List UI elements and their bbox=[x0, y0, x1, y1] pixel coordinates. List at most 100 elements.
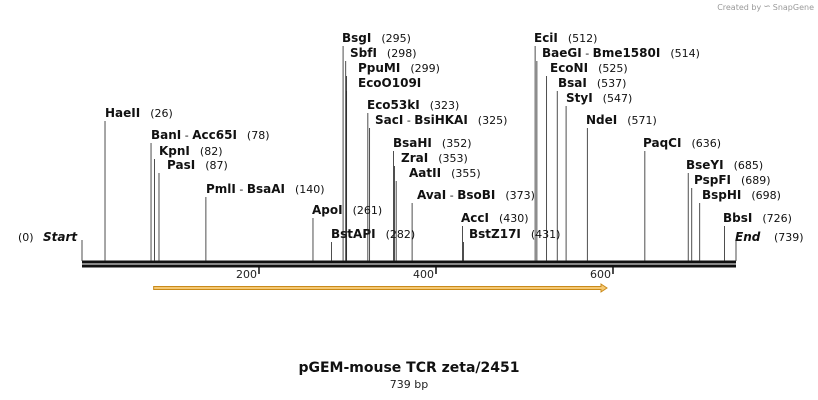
site-label-bsai: BsaI (537) bbox=[558, 76, 626, 90]
site-name: BbsI bbox=[723, 211, 752, 225]
site-alt-name: BsiHKAI bbox=[414, 113, 468, 127]
site-position: (537) bbox=[597, 77, 627, 90]
site-label-haeii: HaeII (26) bbox=[105, 106, 173, 120]
site-name: PmlI bbox=[206, 182, 236, 196]
site-position: (525) bbox=[598, 62, 628, 75]
site-position: (82) bbox=[200, 145, 223, 158]
site-label-bstz17i: BstZ17I (431) bbox=[469, 227, 560, 241]
site-name: BstZ17I bbox=[469, 227, 521, 241]
site-name: EcoNI bbox=[550, 61, 588, 75]
site-position: (698) bbox=[751, 189, 781, 202]
start-position: (0) bbox=[18, 231, 34, 244]
site-position: (685) bbox=[734, 159, 764, 172]
site-alt-name: BsoBI bbox=[457, 188, 495, 202]
site-position: (514) bbox=[670, 47, 700, 60]
site-position: (355) bbox=[451, 167, 481, 180]
created-by-label: Created by bbox=[717, 2, 762, 12]
site-label-paqci: PaqCI (636) bbox=[643, 136, 721, 150]
plasmid-length: 739 bp bbox=[389, 378, 429, 391]
feature-arrow bbox=[153, 283, 608, 293]
site-position: (430) bbox=[499, 212, 529, 225]
site-position: (87) bbox=[205, 159, 228, 172]
site-position: (352) bbox=[442, 137, 472, 150]
site-label-avai: AvaI - BsoBI (373) bbox=[417, 188, 535, 202]
site-label-bsgi: BsgI (295) bbox=[342, 31, 411, 45]
site-label-bstapi: BstAPI (282) bbox=[331, 227, 415, 241]
site-name: EciI bbox=[534, 31, 558, 45]
site-position: (512) bbox=[568, 32, 598, 45]
site-label-pasi: PasI (87) bbox=[167, 158, 228, 172]
site-label-bani: BanI - Acc65I (78) bbox=[151, 128, 270, 142]
site-position: (295) bbox=[381, 32, 411, 45]
site-label-apoi: ApoI (261) bbox=[312, 203, 382, 217]
site-label-bseyi: BseYI (685) bbox=[686, 158, 763, 172]
site-position: (78) bbox=[247, 129, 270, 142]
site-position: (325) bbox=[478, 114, 508, 127]
site-label-acci: AccI (430) bbox=[461, 211, 529, 225]
site-alt-name: BsaAI bbox=[247, 182, 285, 196]
site-separator: - bbox=[181, 129, 192, 142]
ruler-tick-label: 400 bbox=[413, 268, 434, 281]
site-position: (636) bbox=[691, 137, 721, 150]
site-label-saci: SacI - BsiHKAI (325) bbox=[375, 113, 507, 127]
site-name: BseYI bbox=[686, 158, 724, 172]
site-label-kpni: KpnI (82) bbox=[159, 144, 223, 158]
site-label-ndei: NdeI (571) bbox=[586, 113, 657, 127]
site-label-eco53ki: Eco53kI (323) bbox=[367, 98, 459, 112]
site-label-sbfi: SbfI (298) bbox=[350, 46, 417, 60]
site-name: AccI bbox=[461, 211, 489, 225]
site-position: (140) bbox=[295, 183, 325, 196]
site-label-styi: StyI (547) bbox=[566, 91, 632, 105]
site-position: (726) bbox=[762, 212, 792, 225]
site-position: (323) bbox=[430, 99, 460, 112]
site-position: (298) bbox=[387, 47, 417, 60]
site-position: (431) bbox=[531, 228, 561, 241]
ruler-tick-label: 200 bbox=[236, 268, 257, 281]
site-name: SacI bbox=[375, 113, 403, 127]
site-position: (299) bbox=[410, 62, 440, 75]
site-name: AvaI bbox=[417, 188, 446, 202]
site-position: (571) bbox=[627, 114, 657, 127]
site-position: (353) bbox=[438, 152, 468, 165]
site-name: BsaI bbox=[558, 76, 587, 90]
site-label-pmli: PmlI - BsaAI (140) bbox=[206, 182, 325, 196]
snapgene-logo-icon: ∽ bbox=[763, 2, 771, 12]
site-name: BsaHI bbox=[393, 136, 432, 150]
site-alt-name: Bme1580I bbox=[593, 46, 661, 60]
site-label-aatii: AatII (355) bbox=[409, 166, 481, 180]
site-position: (282) bbox=[386, 228, 416, 241]
site-name: BspHI bbox=[702, 188, 741, 202]
plasmid-name: pGEM-mouse TCR zeta/2451 bbox=[298, 360, 520, 376]
site-name: AatII bbox=[409, 166, 441, 180]
end-label: End bbox=[735, 230, 761, 244]
site-name: PaqCI bbox=[643, 136, 681, 150]
site-label-zrai: ZraI (353) bbox=[401, 151, 468, 165]
snapgene-brand: SnapGene bbox=[772, 2, 814, 12]
site-label-bsahi: BsaHI (352) bbox=[393, 136, 472, 150]
site-label-ecii: EciI (512) bbox=[534, 31, 597, 45]
site-position: (261) bbox=[353, 204, 383, 217]
site-label-pspfi: PspFI (689) bbox=[694, 173, 771, 187]
site-label-baegi: BaeGI - Bme1580I (514) bbox=[542, 46, 700, 60]
site-name: KpnI bbox=[159, 144, 190, 158]
site-name: PpuMI bbox=[358, 61, 400, 75]
site-label-bsphi: BspHI (698) bbox=[702, 188, 781, 202]
site-position: (547) bbox=[603, 92, 633, 105]
site-name: SbfI bbox=[350, 46, 377, 60]
ruler-tick-label: 600 bbox=[590, 268, 611, 281]
site-separator: - bbox=[236, 183, 247, 196]
site-name: NdeI bbox=[586, 113, 617, 127]
site-name: BaeGI bbox=[542, 46, 582, 60]
site-name: StyI bbox=[566, 91, 593, 105]
site-alt-name: Acc65I bbox=[192, 128, 237, 142]
site-label-econi: EcoNI (525) bbox=[550, 61, 628, 75]
site-name: BanI bbox=[151, 128, 181, 142]
site-label-ppumi: PpuMI (299) bbox=[358, 61, 440, 75]
site-position: (373) bbox=[505, 189, 535, 202]
site-name: BstAPI bbox=[331, 227, 376, 241]
site-position: (26) bbox=[150, 107, 173, 120]
site-name: HaeII bbox=[105, 106, 140, 120]
site-name: Eco53kI bbox=[367, 98, 420, 112]
site-label-bbsi: BbsI (726) bbox=[723, 211, 792, 225]
site-separator: - bbox=[403, 114, 414, 127]
